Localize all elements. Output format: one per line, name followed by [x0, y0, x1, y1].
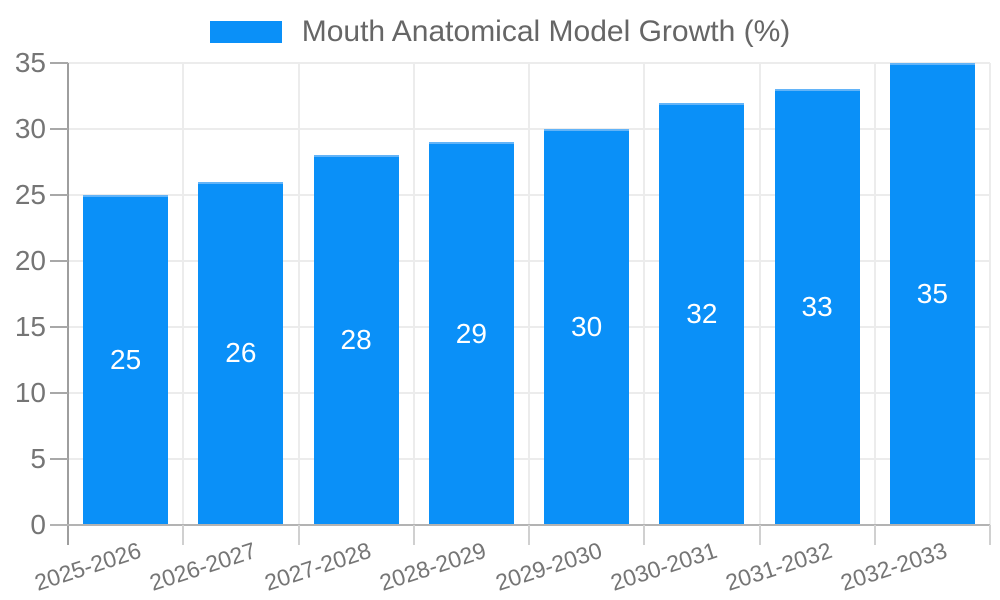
y-axis-tick [50, 128, 68, 130]
y-tick-label: 20 [14, 245, 46, 276]
x-tick-label: 2025-2026 [31, 537, 144, 596]
legend-swatch [209, 21, 282, 43]
y-tick-label: 5 [30, 443, 46, 474]
bar-value-label: 29 [455, 317, 487, 349]
gridline-vertical [989, 63, 991, 525]
bar-2030-2031[interactable]: 32 [659, 102, 745, 525]
bar-value-label: 25 [110, 344, 142, 375]
gridline-vertical [528, 63, 530, 525]
x-axis-tick [873, 525, 876, 545]
y-tick-label: 10 [14, 377, 46, 408]
bar-2027-2028[interactable]: 28 [313, 155, 399, 525]
x-axis-tick [643, 525, 646, 545]
y-tick-label: 30 [14, 113, 46, 144]
y-tick-label: 25 [14, 179, 46, 210]
x-axis-tick [412, 525, 415, 545]
y-axis-tick [50, 392, 68, 394]
bar-2032-2033[interactable]: 35 [889, 63, 975, 525]
x-tick-label: 2032-2033 [837, 537, 951, 596]
gridline-vertical [643, 63, 646, 525]
bar-2031-2032[interactable]: 33 [774, 89, 860, 525]
bar-value-label: 26 [225, 337, 257, 369]
y-axis-line [67, 63, 69, 545]
bar-2028-2029[interactable]: 29 [428, 142, 514, 525]
x-tick-label: 2026-2027 [146, 537, 259, 596]
legend-label: Mouth Anatomical Model Growth (%) [301, 15, 791, 48]
x-tick-label: 2027-2028 [261, 537, 375, 596]
bar-2029-2030[interactable]: 30 [544, 129, 630, 525]
y-axis-tick [50, 62, 68, 64]
x-tick-label: 2029-2030 [492, 537, 605, 596]
x-axis-tick [182, 525, 185, 545]
y-axis-tick [50, 458, 68, 460]
x-axis-tick [989, 525, 991, 545]
gridline-vertical [758, 63, 761, 525]
bar-value-label: 30 [571, 311, 603, 342]
y-axis-tick [50, 260, 68, 262]
y-tick-label: 15 [14, 311, 46, 342]
x-tick-label: 2030-2031 [607, 537, 720, 596]
gridline-vertical [182, 63, 185, 525]
x-tick-label: 2031-2032 [722, 537, 836, 596]
x-axis-tick [758, 525, 761, 545]
gridline-vertical [297, 63, 300, 525]
x-axis-tick [528, 525, 530, 545]
bar-value-label: 35 [916, 278, 948, 309]
bar-2026-2027[interactable]: 26 [198, 181, 284, 525]
legend-item[interactable]: Mouth Anatomical Model Growth (%) [0, 16, 1000, 48]
gridline-vertical [873, 63, 876, 525]
x-axis-tick [297, 525, 300, 545]
bar-2025-2026[interactable]: 25 [83, 195, 169, 525]
y-axis-tick [50, 194, 68, 196]
y-axis-tick [50, 326, 68, 328]
x-axis-line [50, 524, 990, 526]
y-tick-label: 0 [30, 509, 46, 540]
bar-value-label: 32 [686, 297, 718, 329]
bar-value-label: 33 [801, 291, 833, 323]
y-tick-label: 35 [14, 47, 46, 78]
bar-value-label: 28 [340, 324, 372, 356]
x-tick-label: 2028-2029 [376, 537, 490, 596]
gridline-vertical [412, 63, 415, 525]
